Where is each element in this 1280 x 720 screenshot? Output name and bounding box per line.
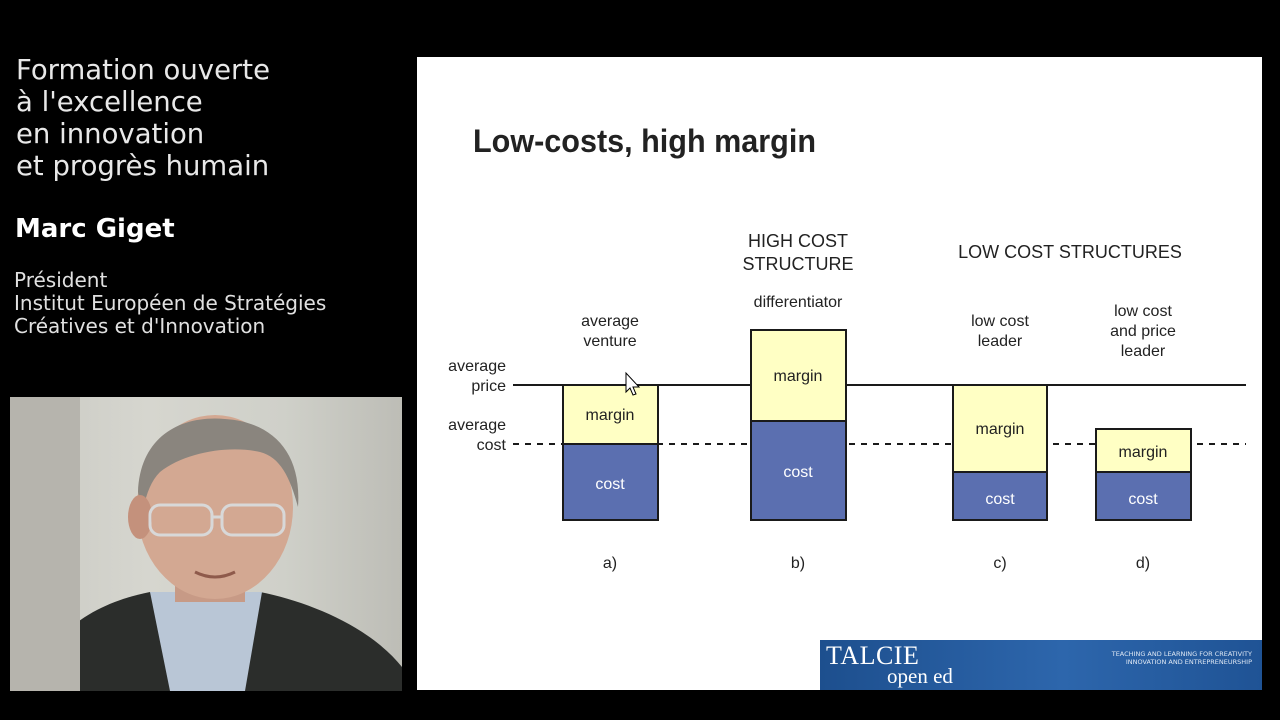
course-title-line: en innovation [16, 118, 205, 150]
speaker-webcam-video [10, 397, 402, 691]
talcie-banner: TALCIE open ed Teaching and Learning for… [820, 640, 1262, 690]
cost-label: cost [1128, 491, 1158, 508]
column-letter: c) [993, 555, 1006, 572]
column-caption: venture [583, 333, 636, 350]
mouse-cursor-icon [625, 371, 641, 396]
speaker-name: Marc Giget [15, 214, 175, 244]
column-letter: b) [791, 555, 805, 572]
course-title-line: Formation ouverte [16, 54, 270, 86]
talcie-logo: TALCIE [826, 641, 920, 670]
talcie-tagline: Teaching and Learning for Creativity Inn… [1082, 650, 1252, 666]
margin-label: margin [774, 368, 823, 385]
column-letter: a) [603, 555, 617, 572]
speaker-role-line: Institut Européen de Stratégies [14, 291, 327, 315]
speaker-role-line: Président [14, 268, 108, 292]
low-cost-margin-diagram: Low-costs, high margin HIGH COST STRUCTU… [448, 123, 1246, 572]
cost-bar [562, 443, 659, 521]
column-caption: leader [1121, 343, 1166, 360]
header-low-cost-structures: LOW COST STRUCTURES [958, 242, 1182, 262]
course-title-line: et progrès humain [16, 150, 270, 182]
margin-label: margin [586, 407, 635, 424]
slide-title: Low-costs, high margin [473, 123, 816, 159]
talcie-tagline-line: Innovation and Entrepreneurship [1125, 658, 1252, 666]
axis-label-average-cost: cost [477, 437, 507, 454]
axis-label-average-price: average [448, 358, 506, 375]
cost-label: cost [985, 491, 1015, 508]
cost-label: cost [595, 476, 625, 493]
margin-bar [750, 329, 847, 422]
column-caption: and price [1110, 323, 1176, 340]
speaker-role-line: Créatives et d'Innovation [14, 314, 266, 338]
talcie-logo-sub: open ed [887, 664, 953, 688]
speaker-figure [30, 415, 402, 691]
speaker-role: Président Institut Européen de Stratégie… [14, 269, 326, 338]
presentation-slide: Low-costs, high margin HIGH COST STRUCTU… [417, 57, 1262, 690]
column-caption: low cost [1114, 303, 1172, 320]
header-high-cost-line: HIGH COST [748, 231, 848, 251]
column-caption: leader [978, 333, 1023, 350]
column-caption: average [581, 313, 639, 330]
column-letter: d) [1136, 555, 1150, 572]
cost-label: cost [783, 464, 813, 481]
webcam-background-door [10, 397, 80, 691]
course-title: Formation ouverte à l'excellence en inno… [16, 54, 270, 182]
cost-bar [750, 420, 847, 521]
course-title-line: à l'excellence [16, 86, 203, 118]
cost-bar [952, 471, 1048, 521]
axis-label-average-cost: average [448, 417, 506, 434]
talcie-tagline-line: Teaching and Learning for Creativity [1111, 650, 1252, 658]
column-caption: differentiator [754, 294, 843, 311]
margin-bar [562, 384, 659, 445]
header-high-cost-line: STRUCTURE [743, 254, 854, 274]
column-caption: low cost [971, 313, 1029, 330]
cost-bar [1095, 471, 1192, 521]
margin-label: margin [1119, 444, 1168, 461]
margin-label: margin [976, 421, 1025, 438]
axis-label-average-price: price [471, 378, 506, 395]
